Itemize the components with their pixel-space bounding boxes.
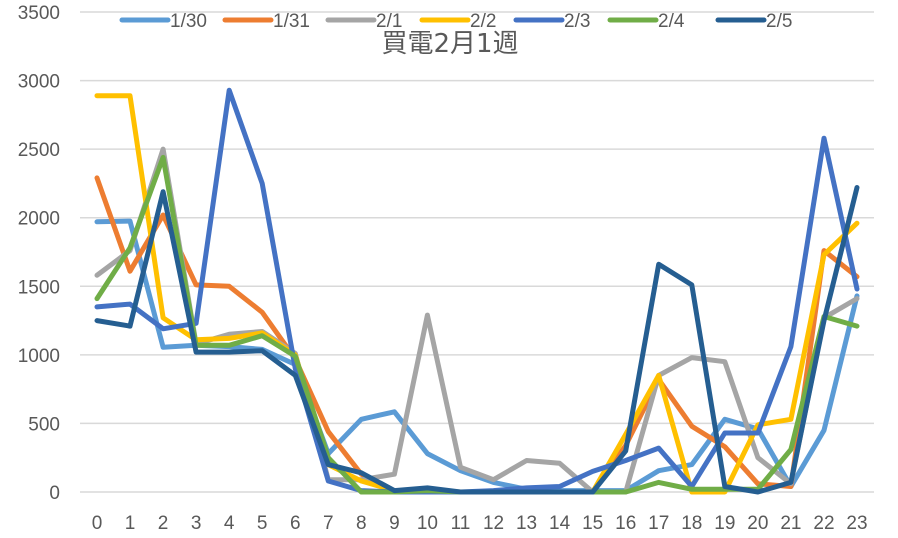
y-tick-label: 1000 [18,346,60,367]
gridlines [80,11,874,493]
x-tick-label: 4 [224,513,235,534]
legend-label: 2/5 [766,11,792,32]
x-tick-label: 21 [780,513,801,534]
x-tick-label: 6 [290,513,301,534]
y-tick-label: 3000 [18,72,60,93]
y-tick-label: 2000 [18,209,60,230]
y-axis-ticks: 0 500 1000 1500 2000 2500 3000 3500 [18,3,60,504]
legend-label: 2/1 [376,11,402,32]
chart-title: 買電2月1週 [381,29,518,59]
legend-label: 2/4 [658,11,685,32]
series-line-2-5 [94,185,860,495]
x-axis-ticks: 0 1 2 3 4 5 6 7 8 9 10 11 12 13 14 15 16 17 18 19 20 21 22 23 [92,513,868,534]
x-tick-label: 5 [257,513,268,534]
legend: 1/30 1/31 2/1 2/2 2/3 2/4 2/5 [119,11,792,32]
y-tick-label: 3500 [18,3,60,24]
x-tick-label: 14 [549,513,571,534]
x-tick-label: 23 [846,513,867,534]
series-lines [94,87,860,495]
x-tick-label: 20 [747,513,768,534]
x-tick-label: 17 [648,513,669,534]
y-tick-label: 2500 [18,140,60,161]
x-tick-label: 0 [92,513,103,534]
series-line-2-1 [94,146,860,495]
legend-label: 1/30 [170,11,207,32]
x-tick-label: 10 [417,513,438,534]
x-tick-label: 13 [516,513,537,534]
legend-label: 2/3 [564,11,590,32]
y-tick-label: 1500 [18,277,60,298]
x-tick-label: 2 [158,513,169,534]
legend-label: 1/31 [273,11,310,32]
x-tick-label: 16 [615,513,636,534]
y-tick-label: 500 [28,414,60,435]
series-line-2-3 [94,87,860,495]
x-tick-label: 19 [714,513,735,534]
x-tick-label: 12 [483,513,504,534]
x-tick-label: 22 [813,513,834,534]
x-tick-label: 18 [681,513,702,534]
legend-label: 2/2 [470,11,496,32]
y-tick-label: 0 [49,483,60,504]
x-tick-label: 1 [125,513,136,534]
x-tick-label: 3 [191,513,202,534]
x-tick-label: 8 [356,513,367,534]
x-tick-label: 15 [582,513,603,534]
x-tick-label: 9 [389,513,400,534]
x-tick-label: 11 [451,513,471,534]
x-tick-label: 7 [323,513,334,534]
